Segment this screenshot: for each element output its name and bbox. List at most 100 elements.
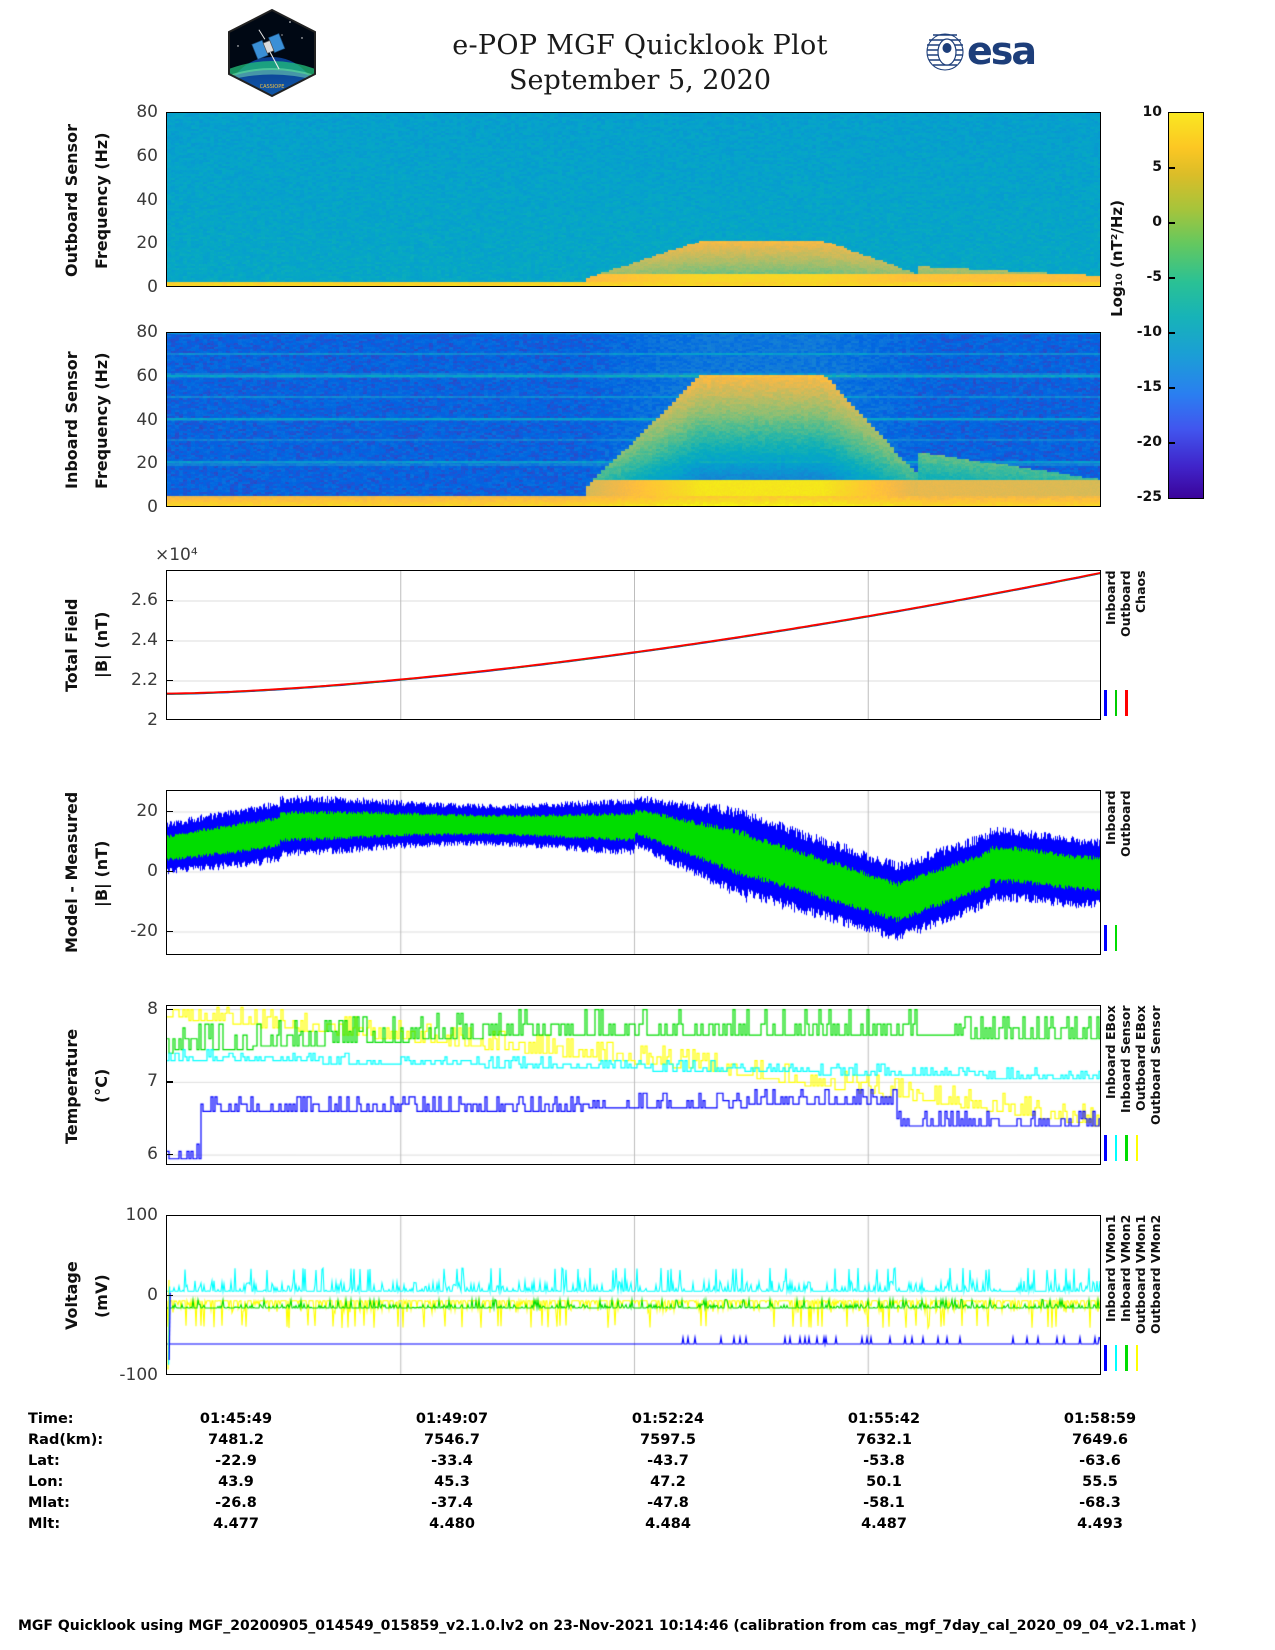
cell-0-2: 01:52:24 bbox=[631, 1410, 705, 1427]
colorbar-tickmark--10 bbox=[1168, 332, 1175, 334]
colorbar-tickmark--15 bbox=[1168, 387, 1175, 389]
legend-label-inboard-ebox: Inboard EBox bbox=[1103, 1005, 1118, 1099]
voltage-plot bbox=[166, 1215, 1101, 1375]
colorbar-tick--15: -15 bbox=[1136, 379, 1162, 395]
table-row: Rad(km): 7481.2 7546.7 7597.5 7632.1 7649.6 bbox=[28, 1429, 1208, 1450]
row-label-lon: Lon: bbox=[28, 1473, 64, 1490]
outboard-spectrogram-ylabel-line1: Outboard Sensor bbox=[62, 124, 81, 277]
row-label-mlat: Mlat: bbox=[28, 1494, 70, 1511]
temp-tick-8: 8 bbox=[147, 998, 158, 1019]
cell-1-4: 7649.6 bbox=[1072, 1431, 1128, 1448]
esa-wordmark: esa bbox=[967, 29, 1035, 73]
legend-label-inboard-sensor: Inboard Sensor bbox=[1118, 1005, 1133, 1113]
legend-label-outboard-vmon1: Outboard VMon1 bbox=[1133, 1215, 1148, 1335]
cell-4-1: -37.4 bbox=[431, 1494, 473, 1511]
total-field-legend: Inboard Outboard Chaos bbox=[1103, 570, 1156, 720]
cell-2-1: -33.4 bbox=[431, 1452, 473, 1469]
p2-yticks-20: 20 bbox=[136, 453, 158, 474]
inboard-spectrogram-ylabel-line1: Inboard Sensor bbox=[62, 351, 81, 490]
legend-swatches bbox=[1104, 690, 1156, 716]
voltage-ylabel-line1: Voltage bbox=[62, 1261, 81, 1331]
row-label-time: Time: bbox=[28, 1410, 74, 1427]
total-field-tick-2.2: 2.2 bbox=[130, 670, 158, 690]
cell-2-3: -53.8 bbox=[863, 1452, 905, 1469]
mm-mark-0 bbox=[166, 871, 173, 873]
tf-mark-2.6 bbox=[166, 600, 173, 602]
legend-swatch-outboard-vmon1 bbox=[1125, 1345, 1128, 1371]
cell-4-0: -26.8 bbox=[215, 1494, 257, 1511]
cell-3-3: 50.1 bbox=[866, 1473, 902, 1490]
total-field-ylabel-line1: Total Field bbox=[62, 598, 81, 692]
mm-mark-20 bbox=[166, 811, 173, 813]
cell-5-4: 4.493 bbox=[1077, 1515, 1123, 1532]
legend-label-inboard: Inboard bbox=[1103, 790, 1118, 845]
legend-swatch-inboard-sensor bbox=[1114, 1135, 1117, 1161]
cell-3-4: 55.5 bbox=[1082, 1473, 1118, 1490]
total-field-tick-2: 2 bbox=[147, 710, 158, 730]
total-field-series-chaos bbox=[167, 572, 1100, 695]
t-mark-8 bbox=[166, 1008, 173, 1011]
colorbar-tickmark--5 bbox=[1168, 277, 1175, 279]
mm-tick-0: 0 bbox=[147, 861, 158, 881]
row-label-lat: Lat: bbox=[28, 1452, 60, 1469]
legend-swatches bbox=[1104, 1345, 1156, 1371]
cell-5-1: 4.480 bbox=[429, 1515, 475, 1532]
cassiope-mission-logo: CASSIOPE bbox=[222, 8, 322, 98]
legend-swatch-inboard bbox=[1104, 690, 1107, 716]
legend-swatch-inboard-vmon2 bbox=[1114, 1345, 1117, 1371]
p1-yticks-0: 0 bbox=[147, 277, 158, 297]
footer-provenance: MGF Quicklook using MGF_20200905_014549_… bbox=[18, 1618, 1197, 1634]
colorbar-tickmark-0 bbox=[1168, 222, 1175, 224]
inboard-spectrogram-plot bbox=[166, 332, 1101, 507]
cell-1-0: 7481.2 bbox=[208, 1431, 264, 1448]
p1-yticks-20: 20 bbox=[136, 233, 158, 254]
model-measured-legend: Inboard Outboard bbox=[1103, 790, 1156, 955]
colorbar-tick-10: 10 bbox=[1142, 104, 1162, 120]
colorbar bbox=[1168, 112, 1204, 499]
temp-tick-6: 6 bbox=[147, 1144, 158, 1165]
outboard-spectrogram-plot bbox=[166, 112, 1101, 287]
total-field-tick-2.4: 2.4 bbox=[130, 630, 158, 650]
svg-text:CASSIOPE: CASSIOPE bbox=[260, 84, 285, 90]
volt-tick-100: 100 bbox=[125, 1205, 158, 1225]
legend-swatch-outboard bbox=[1114, 925, 1117, 951]
volt-tick--100: -100 bbox=[119, 1365, 158, 1385]
legend-label-outboard: Outboard bbox=[1118, 570, 1133, 637]
legend-label-inboard-vmon2: Inboard VMon2 bbox=[1118, 1215, 1133, 1323]
cell-5-3: 4.487 bbox=[861, 1515, 907, 1532]
colorbar-tick--10: -10 bbox=[1136, 324, 1162, 340]
voltage-legend: Inboard VMon1 Inboard VMon2 Outboard VMon1… bbox=[1103, 1215, 1163, 1375]
tf-mark-2.4 bbox=[166, 640, 173, 642]
title-subtitle: September 5, 2020 bbox=[509, 65, 771, 96]
legend-label-inboard-vmon1: Inboard VMon1 bbox=[1103, 1215, 1118, 1323]
legend-swatch-inboard-vmon1 bbox=[1104, 1345, 1107, 1371]
esa-logo: esa bbox=[925, 28, 1045, 76]
legend-label-outboard-sensor: Outboard Sensor bbox=[1148, 1005, 1163, 1125]
p2-yticks-40: 40 bbox=[136, 409, 158, 430]
p1-yticks-80: 80 bbox=[136, 102, 158, 122]
cell-0-1: 01:49:07 bbox=[415, 1410, 489, 1427]
cell-0-3: 01:55:42 bbox=[847, 1410, 921, 1427]
colorbar-tick-5: 5 bbox=[1152, 159, 1162, 175]
table-row: Mlt: 4.477 4.480 4.484 4.487 4.493 bbox=[28, 1513, 1208, 1534]
model-measured-ylabel-line1: Model - Measured bbox=[62, 791, 81, 953]
p2-yticks-80: 80 bbox=[136, 322, 158, 342]
cell-4-3: -58.1 bbox=[863, 1494, 905, 1511]
cell-3-1: 45.3 bbox=[434, 1473, 470, 1490]
p1-yticks-60: 60 bbox=[136, 145, 158, 166]
p2-yticks-60: 60 bbox=[136, 365, 158, 386]
table-row: Lat: -22.9 -33.4 -43.7 -53.8 -63.6 bbox=[28, 1450, 1208, 1471]
table-row: Mlat: -26.8 -37.4 -47.8 -58.1 -68.3 bbox=[28, 1492, 1208, 1513]
cell-0-4: 01:58:59 bbox=[1063, 1410, 1137, 1427]
row-label-radkm: Rad(km): bbox=[28, 1431, 104, 1448]
model-measured-plot bbox=[166, 790, 1101, 955]
legend-swatch-outboard-ebox bbox=[1125, 1135, 1128, 1161]
cell-4-2: -47.8 bbox=[647, 1494, 689, 1511]
legend-label-outboard: Outboard bbox=[1118, 790, 1133, 857]
volt-tick-0: 0 bbox=[147, 1285, 158, 1305]
legend-swatch-outboard-vmon2 bbox=[1135, 1345, 1138, 1371]
title-main: e-POP MGF Quicklook Plot bbox=[452, 30, 828, 61]
legend-swatch-inboard-ebox bbox=[1104, 1135, 1107, 1161]
legend-swatch-inboard bbox=[1104, 925, 1107, 951]
cell-3-2: 47.2 bbox=[650, 1473, 686, 1490]
